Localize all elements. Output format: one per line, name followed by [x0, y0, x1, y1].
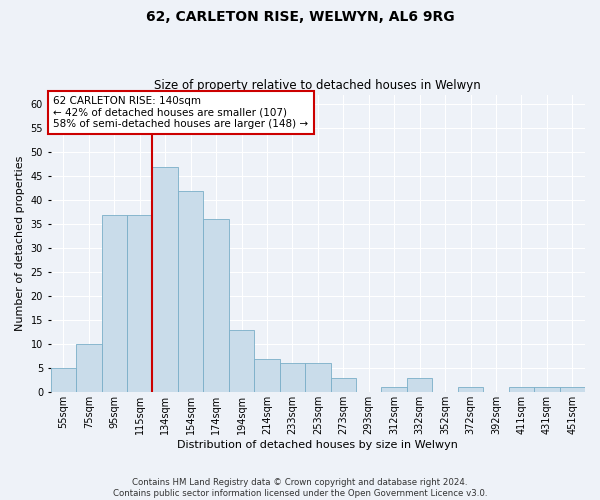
Bar	[534, 388, 560, 392]
Bar	[305, 364, 331, 392]
Bar	[127, 214, 152, 392]
X-axis label: Distribution of detached houses by size in Welwyn: Distribution of detached houses by size …	[178, 440, 458, 450]
Y-axis label: Number of detached properties: Number of detached properties	[15, 156, 25, 331]
Bar	[101, 214, 127, 392]
Bar	[229, 330, 254, 392]
Bar	[458, 388, 483, 392]
Bar	[203, 220, 229, 392]
Bar	[254, 358, 280, 392]
Text: 62, CARLETON RISE, WELWYN, AL6 9RG: 62, CARLETON RISE, WELWYN, AL6 9RG	[146, 10, 454, 24]
Bar	[152, 166, 178, 392]
Bar	[560, 388, 585, 392]
Bar	[50, 368, 76, 392]
Title: Size of property relative to detached houses in Welwyn: Size of property relative to detached ho…	[154, 79, 481, 92]
Bar	[280, 364, 305, 392]
Bar	[382, 388, 407, 392]
Bar	[331, 378, 356, 392]
Text: Contains HM Land Registry data © Crown copyright and database right 2024.
Contai: Contains HM Land Registry data © Crown c…	[113, 478, 487, 498]
Bar	[178, 190, 203, 392]
Bar	[76, 344, 101, 393]
Text: 62 CARLETON RISE: 140sqm
← 42% of detached houses are smaller (107)
58% of semi-: 62 CARLETON RISE: 140sqm ← 42% of detach…	[53, 96, 308, 129]
Bar	[509, 388, 534, 392]
Bar	[407, 378, 433, 392]
